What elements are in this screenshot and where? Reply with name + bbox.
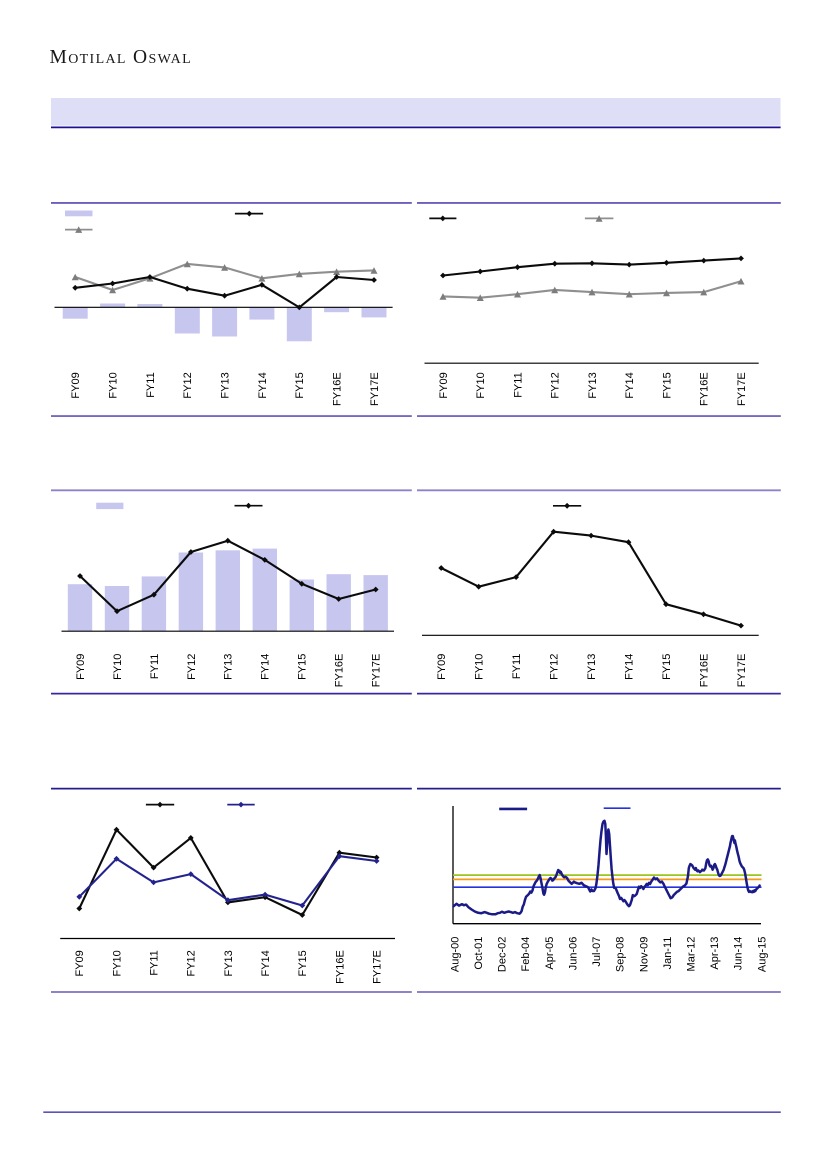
svg-text:FY10: FY10 [475,372,487,398]
svg-text:FY17E: FY17E [736,654,748,688]
svg-text:FY11: FY11 [149,654,161,679]
svg-text:Jul-07: Jul-07 [591,937,603,967]
svg-text:FY16E: FY16E [331,372,343,406]
svg-text:FY17E: FY17E [736,372,748,406]
svg-text:Jun-06: Jun-06 [567,937,579,971]
svg-text:Aug-15: Aug-15 [756,937,768,972]
svg-text:FY14: FY14 [260,950,272,976]
svg-text:FY16E: FY16E [699,372,711,406]
svg-text:Aug-00: Aug-00 [449,937,461,972]
svg-text:FY13: FY13 [587,372,599,398]
svg-text:Dec-02: Dec-02 [496,937,508,972]
svg-text:FY14: FY14 [624,372,636,398]
svg-text:FY15: FY15 [297,654,309,680]
svg-text:Apr-05: Apr-05 [544,937,556,970]
svg-text:FY11: FY11 [511,654,523,679]
svg-text:Nov-09: Nov-09 [638,937,650,972]
svg-text:FY10: FY10 [112,654,124,680]
svg-text:FY10: FY10 [107,372,119,398]
svg-text:FY11: FY11 [145,372,157,397]
svg-text:FY09: FY09 [436,654,448,680]
svg-text:FY09: FY09 [75,654,87,680]
svg-text:FY11: FY11 [148,950,160,975]
svg-text:FY13: FY13 [219,372,231,398]
svg-text:FY16E: FY16E [698,654,710,688]
svg-text:FY15: FY15 [661,654,673,680]
svg-text:FY17E: FY17E [371,950,383,984]
svg-text:FY13: FY13 [223,654,235,680]
svg-text:FY17E: FY17E [371,654,383,688]
svg-text:Sep-08: Sep-08 [615,937,627,972]
svg-text:FY13: FY13 [586,654,598,680]
svg-text:FY13: FY13 [223,950,235,976]
svg-text:Jan-11: Jan-11 [662,937,674,970]
svg-text:FY17E: FY17E [369,372,381,406]
svg-text:FY14: FY14 [623,654,635,680]
svg-text:Feb-04: Feb-04 [520,937,532,972]
svg-text:FY12: FY12 [186,654,198,680]
svg-text:FY09: FY09 [74,950,86,976]
svg-text:FY15: FY15 [294,372,306,398]
svg-text:Jun-14: Jun-14 [733,937,745,971]
svg-text:FY12: FY12 [182,372,194,398]
svg-text:FY15: FY15 [297,950,309,976]
svg-text:FY14: FY14 [257,372,269,398]
svg-text:FY16E: FY16E [334,950,346,984]
svg-text:Oct-01: Oct-01 [473,937,485,970]
svg-text:Mar-12: Mar-12 [685,937,697,972]
svg-text:FY16E: FY16E [334,654,346,688]
svg-text:FY10: FY10 [474,654,486,680]
svg-text:Apr-13: Apr-13 [709,937,721,970]
svg-text:FY09: FY09 [438,372,450,398]
svg-text:FY12: FY12 [186,950,198,976]
svg-text:FY14: FY14 [260,654,272,680]
svg-text:FY10: FY10 [111,950,123,976]
svg-text:FY15: FY15 [661,372,673,398]
svg-text:FY11: FY11 [512,372,524,397]
svg-text:FY12: FY12 [550,372,562,398]
svg-text:FY12: FY12 [548,654,560,680]
svg-text:FY09: FY09 [70,372,82,398]
